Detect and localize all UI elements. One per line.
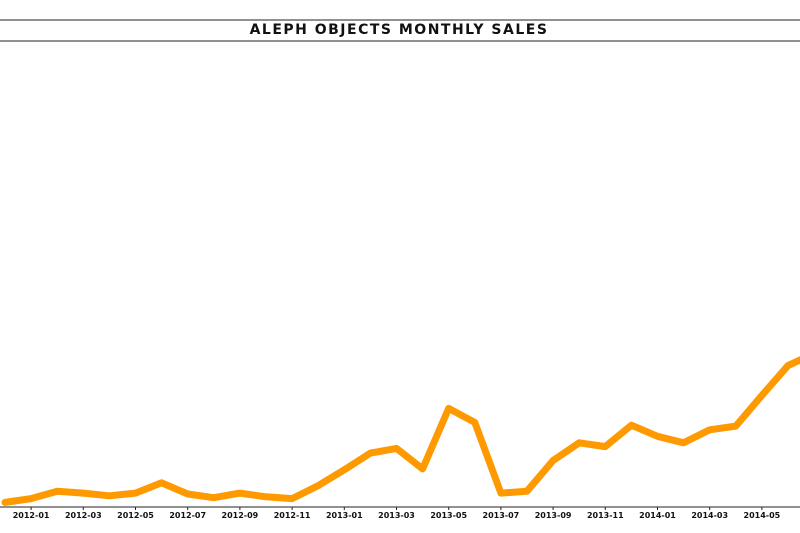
series-line-0	[1, 356, 800, 506]
x-tick-label: 2013-09	[535, 511, 572, 520]
plot-area	[0, 19, 800, 508]
x-tick-label: 2014-05	[744, 511, 781, 520]
x-tick-label: 2012-11	[274, 511, 311, 520]
x-tick-label: 2012-09	[222, 511, 259, 520]
x-tick-label: 2013-05	[430, 511, 467, 520]
x-tick-label: 2013-03	[378, 511, 415, 520]
chart-title: ALEPH OBJECTS MONTHLY SALES	[250, 22, 549, 38]
x-tick-label: 2013-01	[326, 511, 363, 520]
x-tick-label: 2013-07	[483, 511, 520, 520]
x-tick-label: 2013-11	[587, 511, 624, 520]
x-tick-label: 2012-05	[117, 511, 154, 520]
x-tick-label: 2014-01	[639, 511, 676, 520]
series-layer	[1, 356, 800, 506]
x-axis: 2012-01 2012-03 2012-05 2012-07 2012-09 2012-…	[13, 507, 781, 520]
x-tick-label: 2012-07	[169, 511, 206, 520]
x-tick-label: 2012-01	[13, 511, 50, 520]
x-tick-label: 2012-03	[65, 511, 102, 520]
x-tick-label: 2014-03	[691, 511, 728, 520]
